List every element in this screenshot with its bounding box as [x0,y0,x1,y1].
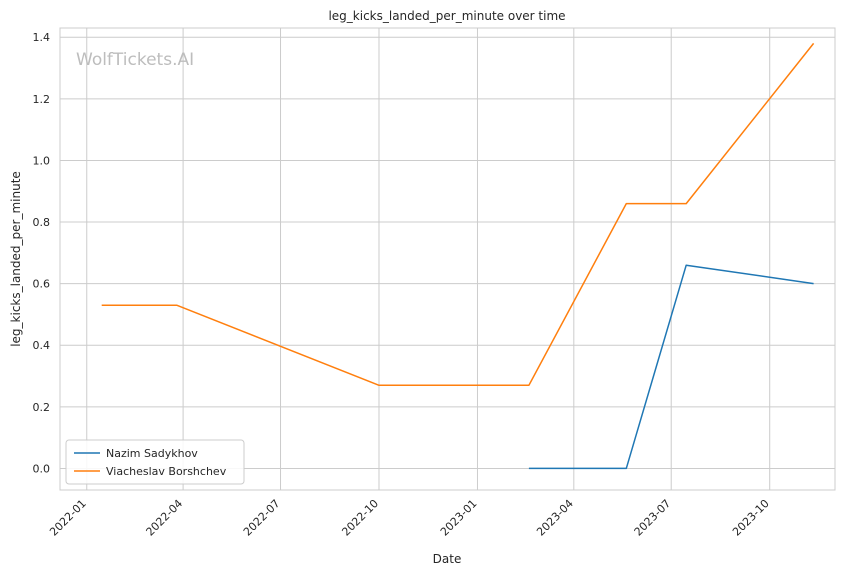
legend-label-viacheslav-borshchev: Viacheslav Borshchev [106,465,227,478]
y-tick-label: 0.0 [33,462,51,475]
y-tick-label: 1.2 [33,93,51,106]
series-line-nazim-sadykhov [528,264,814,470]
x-tick-label: 2022-04 [144,497,186,539]
y-axis-label: leg_kicks_landed_per_minute [9,171,23,347]
x-tick-label: 2023-04 [534,497,576,539]
x-tick-labels: 2022-01 2022-04 2022-07 2022-10 2023-01 2023-… [47,497,772,539]
x-tick-label: 2023-01 [438,497,480,539]
series-lines [101,42,815,470]
series-line-viacheslav-borshchev [101,42,815,387]
x-tick-label: 2022-07 [241,497,283,539]
x-axis-label: Date [433,552,462,566]
y-tick-label: 0.4 [33,339,51,352]
legend-box [65,439,245,485]
y-tick-labels: 0.0 0.2 0.4 0.6 0.8 1.0 1.2 1.4 [33,31,51,475]
y-tick-label: 0.8 [33,216,51,229]
legend-label-nazim-sadykhov: Nazim Sadykhov [106,447,198,460]
x-tick-label: 2023-07 [632,497,674,539]
x-gridlines [86,28,771,490]
chart-title: leg_kicks_landed_per_minute over time [328,9,565,23]
x-tick-label: 2022-01 [47,497,89,539]
x-tick-label: 2022-10 [339,497,381,539]
legend: Nazim Sadykhov Viacheslav Borshchev [65,439,245,485]
y-tick-label: 0.2 [33,401,51,414]
x-tick-label: 2023-10 [730,497,772,539]
y-tick-label: 0.6 [33,278,51,291]
y-tick-label: 1.0 [33,154,51,167]
plot-area [59,27,836,491]
y-gridlines [60,36,835,469]
y-tick-label: 1.4 [33,31,51,44]
watermark-text: WolfTickets.AI [76,50,194,70]
